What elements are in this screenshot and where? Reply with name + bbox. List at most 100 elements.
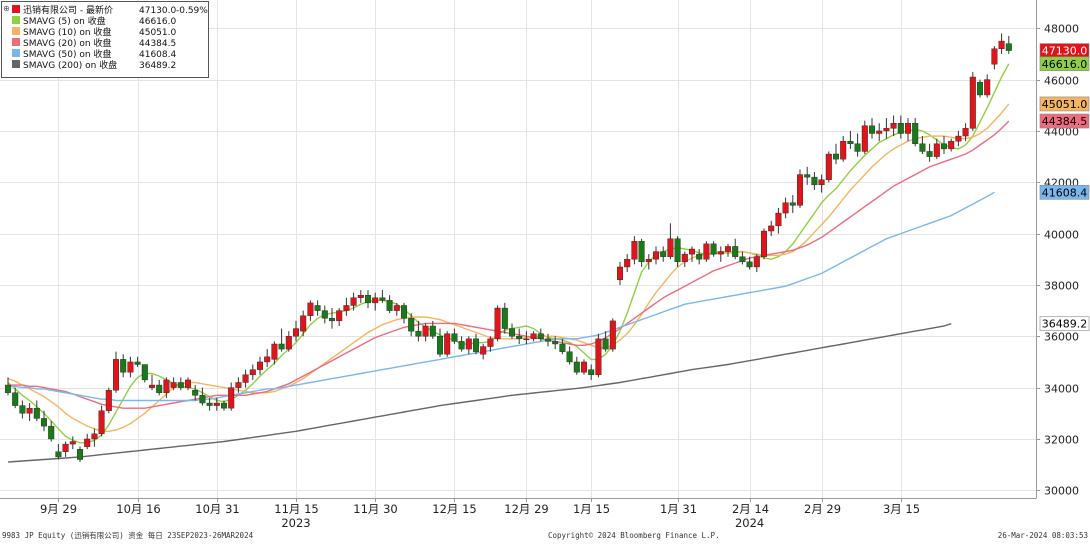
value-tag: 44384.5	[1039, 113, 1090, 129]
candle	[746, 256, 753, 270]
candle	[33, 400, 40, 421]
candle	[602, 331, 609, 352]
value-tag-bg	[1039, 113, 1090, 129]
candle	[530, 331, 537, 342]
candle	[962, 123, 969, 142]
candle-body	[883, 128, 890, 132]
candle	[249, 364, 256, 380]
candle	[386, 295, 393, 314]
x-tick-label: 1月 31	[660, 502, 697, 516]
candle	[242, 369, 249, 388]
candle-body	[148, 384, 155, 388]
candle-body	[170, 382, 177, 388]
candle-body	[91, 433, 98, 440]
candle-body	[674, 238, 681, 263]
candle-body	[177, 382, 184, 388]
x-tick-label: 9月 29	[40, 502, 77, 516]
candle-body	[55, 451, 62, 458]
legend-label: SMAVG (200) on 收盘	[23, 59, 117, 71]
candle-body	[487, 338, 494, 347]
legend-entry[interactable]: SMAVG (200) on 收盘 36489.2	[12, 59, 176, 71]
candle	[257, 356, 264, 375]
candle-body	[343, 305, 350, 311]
x-tick-label: 2月 14	[732, 502, 769, 516]
candle	[120, 354, 127, 378]
candle	[163, 377, 170, 398]
candle-body	[545, 338, 552, 342]
candle-body	[861, 125, 868, 152]
candle-body	[761, 230, 768, 257]
candle	[941, 136, 948, 155]
value-tag-label: 47130.0	[1042, 45, 1088, 58]
legend-handle-icon[interactable]: ⊕	[3, 4, 10, 13]
candle-body	[62, 443, 69, 452]
candle-body	[220, 402, 227, 409]
legend-entry[interactable]: SMAVG (10) on 收盘 45051.0	[12, 26, 176, 38]
footer-center: Copyright© 2024 Bloomberg Finance L.P.	[548, 531, 720, 540]
candle	[638, 238, 645, 267]
legend-swatch	[12, 5, 20, 13]
y-tick-label: 44000	[1044, 126, 1079, 139]
candle	[487, 336, 494, 352]
candle-body	[782, 202, 789, 214]
x-tick-label: 3月 15	[883, 502, 920, 516]
value-tag-label: 41608.4	[1042, 186, 1088, 199]
candle	[26, 403, 33, 421]
x-axis: 9月 29 10月 16 10月 31 11月 15 11月 30 12月 15 12月 2…	[40, 498, 920, 530]
legend-entry[interactable]: SMAVG (50) on 收盘 41608.4	[12, 48, 176, 60]
candle	[91, 428, 98, 447]
y-tick-label: 48000	[1044, 23, 1079, 36]
candle	[811, 171, 818, 190]
candle	[768, 220, 775, 237]
candle-body	[1005, 43, 1012, 51]
legend-entry[interactable]: SMAVG (5) on 收盘 46616.0	[12, 15, 176, 27]
candle-body	[192, 389, 199, 396]
x-tick-label: 12月 15	[432, 502, 476, 516]
candle	[674, 236, 681, 267]
candle-body	[228, 387, 235, 409]
candle-body	[84, 438, 91, 447]
candle	[192, 385, 199, 401]
candle-body	[307, 302, 314, 316]
candle	[336, 308, 343, 327]
candle	[415, 320, 422, 342]
candle-body	[811, 176, 818, 186]
candle	[854, 133, 861, 157]
candle	[98, 405, 105, 437]
candle-body	[386, 300, 393, 311]
legend-value: 47130.0	[139, 6, 176, 16]
candle	[271, 341, 278, 365]
candle-body	[69, 441, 76, 445]
candle-body	[379, 297, 386, 301]
candle-body	[660, 251, 667, 257]
candle	[516, 328, 523, 344]
candle	[199, 387, 206, 406]
legend-entry[interactable]: 迅销有限公司 - 最新价 47130.0 -0.59%	[12, 4, 208, 16]
candle-body	[530, 333, 537, 340]
candle	[112, 351, 119, 393]
legend-value: 45051.0	[139, 28, 176, 38]
candle-body	[422, 325, 429, 337]
candle	[732, 238, 739, 260]
value-tag: 36489.2	[1039, 316, 1090, 332]
candle-body	[689, 248, 696, 255]
candle-body	[919, 143, 926, 152]
legend-entry[interactable]: SMAVG (20) on 收盘 44384.5	[12, 37, 176, 49]
candle	[62, 441, 69, 457]
candle-body	[271, 343, 278, 360]
year-label: 2024	[735, 516, 764, 530]
candle	[465, 336, 472, 355]
candle	[141, 364, 148, 383]
candle	[69, 436, 76, 450]
candle-body	[573, 361, 580, 373]
candle-body	[804, 174, 811, 178]
legend-label: SMAVG (10) on 收盘	[23, 26, 111, 38]
candle	[559, 338, 566, 355]
candle-body	[977, 81, 984, 96]
candle	[991, 46, 998, 70]
candle	[285, 331, 292, 352]
legend[interactable]: ⊕ 迅销有限公司 - 最新价 47130.0 -0.59%SMAVG (5) on 收…	[1, 1, 209, 78]
candle-body	[768, 225, 775, 232]
candle-body	[602, 338, 609, 350]
